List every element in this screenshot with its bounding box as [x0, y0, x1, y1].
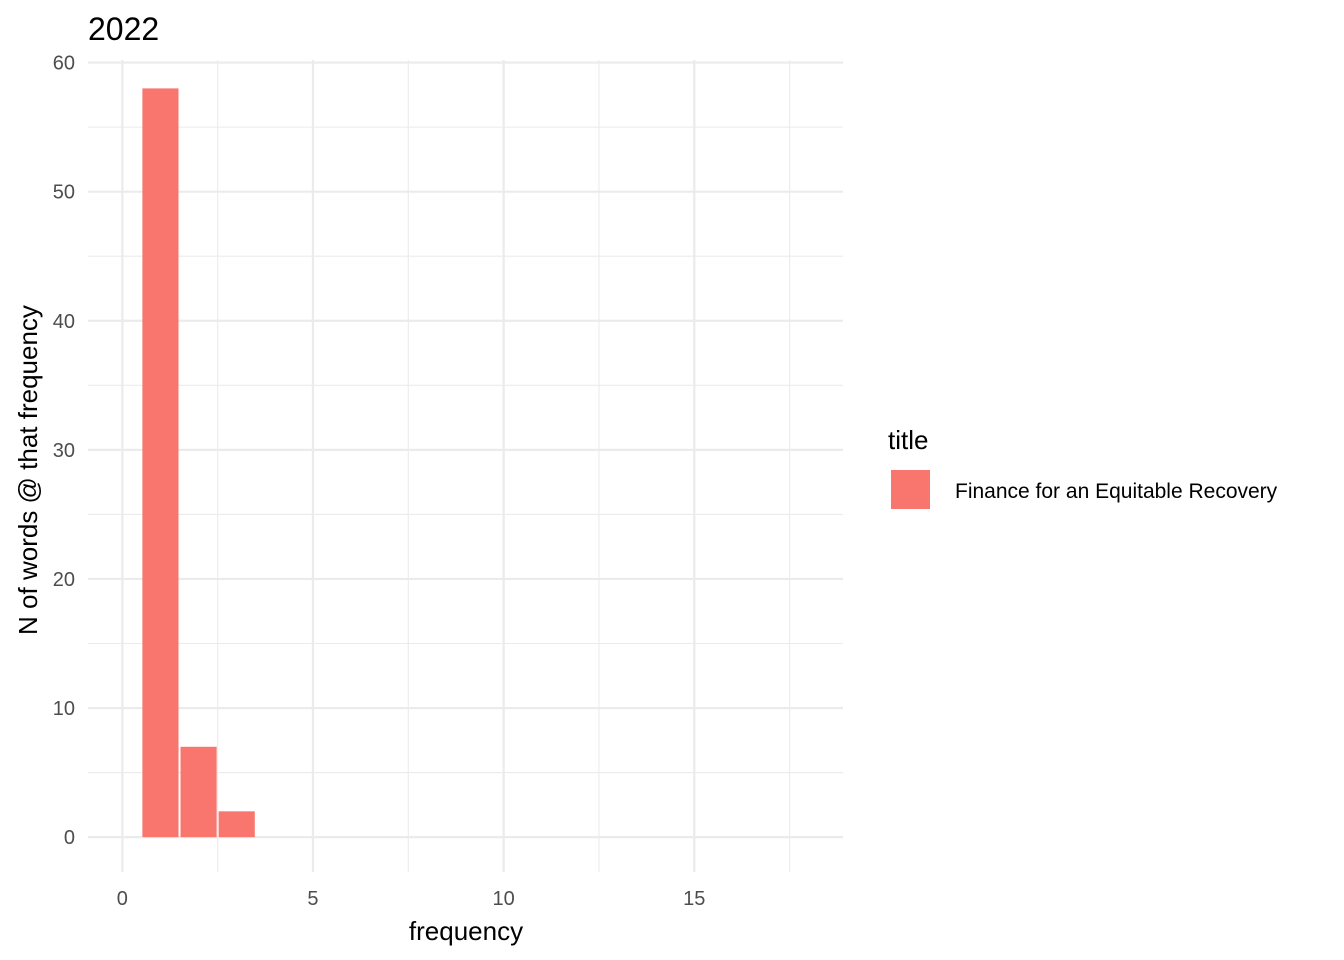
x-tick-labels: 0 5 10 15 [117, 888, 706, 910]
y-axis-title: N of words @ that frequency [13, 305, 43, 635]
bars [142, 88, 255, 838]
legend: title Finance for an Equitable Recovery [888, 425, 1278, 509]
y-tick-labels: 0 10 20 30 40 50 60 [53, 53, 75, 850]
y-tick-label: 10 [53, 698, 75, 720]
y-tick-label: 40 [53, 311, 75, 333]
y-tick-label: 20 [53, 569, 75, 591]
y-tick-label: 60 [53, 53, 75, 75]
histogram-bar [218, 811, 255, 838]
histogram-bar [142, 88, 179, 838]
x-tick-label: 0 [117, 888, 128, 910]
x-tick-label: 10 [493, 888, 515, 910]
legend-swatch [891, 470, 930, 509]
y-tick-label: 30 [53, 440, 75, 462]
plot-title: 2022 [88, 11, 159, 47]
grid [88, 60, 843, 872]
y-tick-label: 50 [53, 182, 75, 204]
legend-label: Finance for an Equitable Recovery [955, 480, 1278, 503]
y-tick-label: 0 [64, 827, 75, 849]
legend-title: title [888, 425, 928, 455]
histogram-bar [180, 746, 217, 838]
x-tick-label: 15 [683, 888, 705, 910]
x-axis-title: frequency [409, 916, 523, 946]
x-tick-label: 5 [307, 888, 318, 910]
